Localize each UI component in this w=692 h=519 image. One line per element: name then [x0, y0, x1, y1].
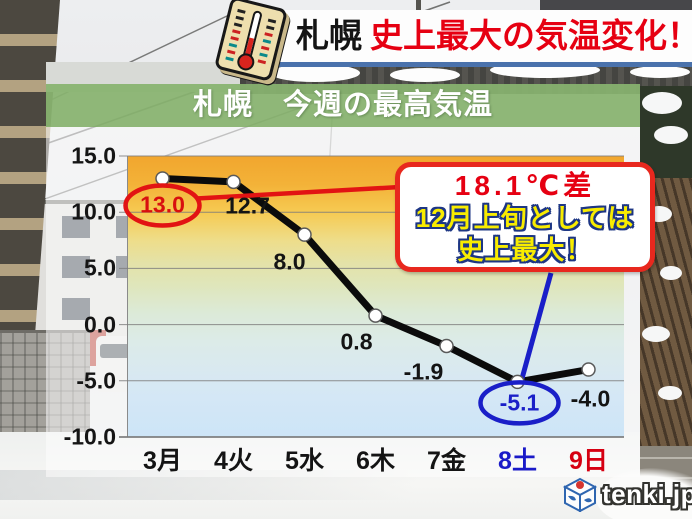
data-point-label: -4.0 [570, 385, 611, 412]
x-axis-label: 8土 [498, 447, 537, 475]
y-axis-label: 5.0 [84, 254, 116, 281]
snowy-bush [640, 86, 692, 178]
data-point-label: 8.0 [273, 248, 306, 275]
x-axis-label: 5水 [285, 447, 324, 475]
headline-text: 史上最大の気温変化！ [370, 17, 692, 54]
y-axis-label: 15.0 [71, 142, 116, 169]
x-axis-label: 9日 [569, 447, 608, 475]
data-point-label: 0.8 [340, 328, 373, 355]
callout-diff-value: 18.1℃差 [454, 170, 596, 201]
data-point-label: -5.1 [499, 389, 540, 416]
thermometer-icon [212, 0, 300, 82]
x-axis-label: 3月 [143, 447, 182, 475]
data-point-label: 12.7 [225, 192, 270, 219]
data-point-label: 13.0 [140, 191, 185, 218]
tenki-logo: tenki.jp [562, 476, 692, 512]
dark-roof [540, 0, 692, 12]
y-axis-label: 0.0 [84, 311, 116, 338]
callout-box: 18.1℃差 12月上旬としては 史上最大！ [395, 162, 655, 272]
x-axis-label: 6木 [356, 447, 395, 475]
headline-banner: 札幌 史上最大の気温変化！ [262, 10, 692, 67]
tenki-cube-icon [562, 477, 598, 512]
y-axis-label: -10.0 [63, 423, 116, 450]
callout-text-line2: 12月上旬としては [415, 203, 635, 233]
headline-location: 札幌 [296, 17, 362, 54]
logo-text: tenki.jp [602, 478, 692, 509]
chart-title: 札幌 今週の最高気温 [46, 84, 640, 127]
x-axis-label: 7金 [427, 447, 466, 475]
x-axis-label: 4火 [214, 447, 253, 475]
data-point-label: -1.9 [403, 358, 444, 385]
y-axis-label: -5.0 [76, 367, 116, 394]
callout-text-line3: 史上最大！ [457, 235, 593, 265]
y-axis-label: 10.0 [71, 198, 116, 225]
